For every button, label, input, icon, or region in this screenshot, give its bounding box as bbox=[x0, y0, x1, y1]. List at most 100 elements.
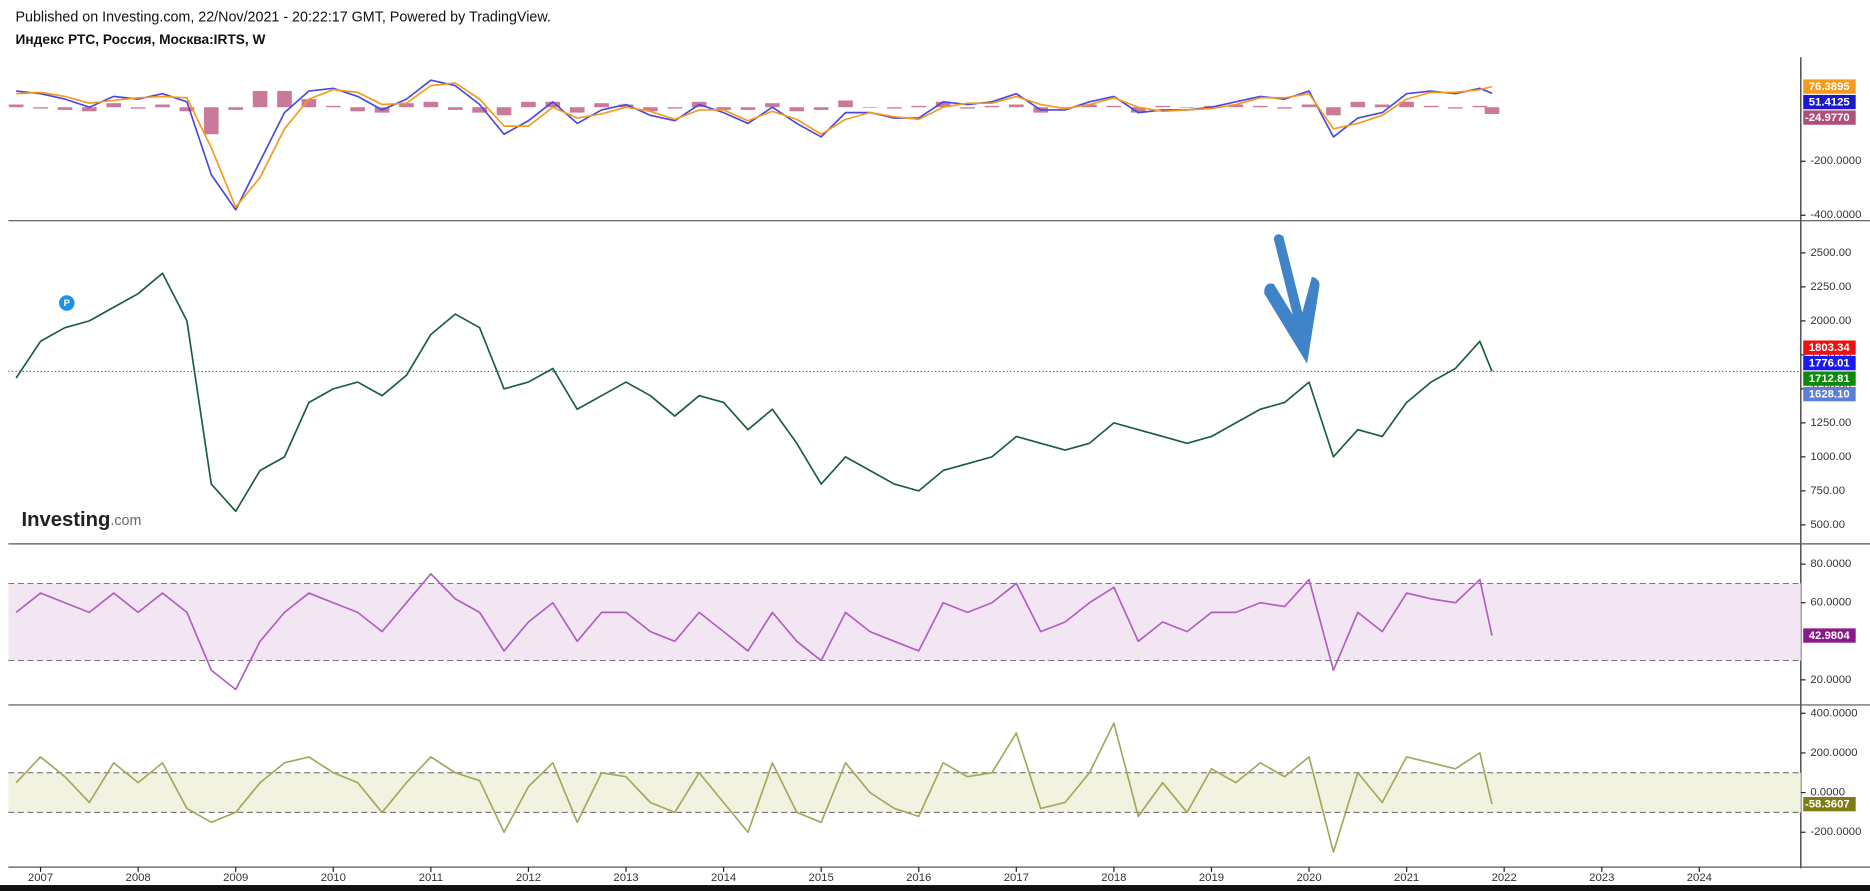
last-value-tag bbox=[1803, 386, 1856, 402]
histogram-bar bbox=[984, 105, 1000, 108]
histogram-bar bbox=[496, 107, 512, 116]
histogram-bar bbox=[1326, 107, 1341, 116]
last-value-label: 51.4125 bbox=[1809, 97, 1850, 109]
x-tick-label: 2011 bbox=[419, 872, 443, 884]
last-value-label: 1628.10 bbox=[1809, 389, 1850, 401]
x-tick-label: 2010 bbox=[321, 872, 346, 884]
symbol-title: Индекс РТС, Россия, Москва:IRTS, W bbox=[16, 32, 266, 47]
histogram-bar bbox=[399, 103, 414, 108]
histogram-bar bbox=[887, 107, 902, 109]
y-tick-label: 80.0000 bbox=[1810, 558, 1851, 570]
histogram-bar bbox=[1423, 105, 1439, 108]
x-tick-label: 2014 bbox=[711, 872, 736, 884]
y-tick-label: 500.00 bbox=[1810, 519, 1845, 531]
histogram-bar bbox=[325, 105, 341, 108]
histogram-bar bbox=[350, 107, 365, 112]
histogram-bar bbox=[1350, 101, 1366, 108]
y-tick-label: -400.0000 bbox=[1810, 209, 1861, 221]
histogram-bar bbox=[935, 101, 951, 108]
x-tick-label: 2009 bbox=[223, 872, 248, 884]
histogram-bar bbox=[228, 107, 244, 110]
watermark: Investing.com bbox=[21, 510, 141, 532]
histogram-bar bbox=[545, 101, 561, 108]
histogram-bar bbox=[789, 107, 805, 112]
histogram-bar bbox=[277, 91, 292, 108]
x-tick-label: 2023 bbox=[1589, 872, 1614, 884]
last-value-tag bbox=[1803, 796, 1856, 812]
last-value-tag bbox=[1803, 628, 1856, 643]
histogram-bar bbox=[1130, 107, 1146, 113]
histogram-bar bbox=[8, 104, 24, 108]
histogram-bar bbox=[1252, 105, 1268, 108]
histogram-bar bbox=[1082, 104, 1097, 108]
histogram-bar bbox=[252, 91, 268, 108]
series-line bbox=[15, 722, 1493, 853]
y-tick-label: -200.0000 bbox=[1810, 155, 1861, 167]
histogram-bar bbox=[765, 103, 780, 108]
y-tick-label: 1250.00 bbox=[1810, 417, 1851, 429]
histogram-bar bbox=[594, 103, 609, 108]
watermark-brand: Investing bbox=[21, 510, 110, 532]
y-tick-label: 750.00 bbox=[1810, 485, 1845, 497]
x-tick-label: 2015 bbox=[809, 872, 834, 884]
x-tick-label: 2007 bbox=[28, 872, 53, 884]
histogram-bar bbox=[1277, 107, 1292, 109]
last-value-tag bbox=[1803, 94, 1856, 110]
last-value-label: 42.9804 bbox=[1809, 630, 1851, 642]
y-tick-label: 60.0000 bbox=[1810, 597, 1851, 609]
x-tick-label: 2022 bbox=[1492, 872, 1517, 884]
histogram-bar bbox=[1448, 107, 1463, 109]
histogram-bar bbox=[301, 99, 317, 108]
histogram-bar bbox=[1179, 107, 1195, 108]
bottom-bar bbox=[0, 885, 1870, 891]
last-value-label: 1712.81 bbox=[1809, 373, 1850, 385]
histogram-bar bbox=[106, 103, 122, 108]
histogram-bar bbox=[447, 107, 463, 110]
x-tick-label: 2013 bbox=[613, 872, 638, 884]
histogram-bar bbox=[1106, 105, 1122, 108]
histogram-bar bbox=[740, 107, 756, 110]
x-tick-label: 2024 bbox=[1687, 872, 1712, 884]
histogram-bar bbox=[667, 107, 683, 109]
last-value-label: -58.3607 bbox=[1805, 799, 1850, 811]
histogram-bar bbox=[838, 100, 853, 108]
pivot-marker-label: P bbox=[64, 298, 71, 309]
y-tick-label: 0.0000 bbox=[1810, 787, 1845, 799]
last-value-label: 1776.01 bbox=[1809, 358, 1850, 370]
band bbox=[8, 772, 1801, 813]
histogram-bar bbox=[1374, 104, 1390, 108]
series-line bbox=[16, 82, 1493, 208]
series-line bbox=[15, 272, 1493, 513]
pivot-marker bbox=[59, 295, 75, 311]
publish-note: Published on Investing.com, 22/Nov/2021 … bbox=[16, 10, 551, 26]
histogram-bar bbox=[569, 107, 585, 113]
histogram-bar bbox=[179, 107, 195, 112]
x-tick-label: 2016 bbox=[906, 872, 931, 884]
last-value-tag bbox=[1803, 340, 1856, 355]
last-value-label: -24.9770 bbox=[1805, 112, 1850, 124]
histogram-bar bbox=[1484, 107, 1500, 114]
histogram-bar bbox=[82, 107, 97, 112]
series-line bbox=[15, 572, 1493, 691]
y-tick-label: 2000.00 bbox=[1810, 315, 1851, 327]
histogram-bar bbox=[862, 107, 878, 108]
histogram-bar bbox=[911, 105, 927, 108]
y-tick-label: 20.0000 bbox=[1810, 674, 1851, 686]
y-tick-label: 2250.00 bbox=[1810, 281, 1851, 293]
histogram-bar bbox=[155, 104, 170, 108]
x-tick-label: 2018 bbox=[1101, 872, 1126, 884]
histogram-bar bbox=[1155, 105, 1170, 108]
x-tick-label: 2012 bbox=[516, 872, 541, 884]
histogram-bar bbox=[1008, 104, 1024, 108]
last-value-label: 1803.34 bbox=[1809, 342, 1851, 354]
watermark-suffix: .com bbox=[110, 513, 141, 529]
last-value-tag bbox=[1803, 79, 1856, 94]
x-tick-label: 2019 bbox=[1199, 872, 1224, 884]
histogram-bar bbox=[960, 107, 975, 109]
y-tick-label: 2500.00 bbox=[1810, 247, 1851, 259]
x-tick-label: 2020 bbox=[1296, 872, 1321, 884]
histogram-bar bbox=[1399, 101, 1414, 108]
last-value-tag bbox=[1803, 110, 1856, 125]
